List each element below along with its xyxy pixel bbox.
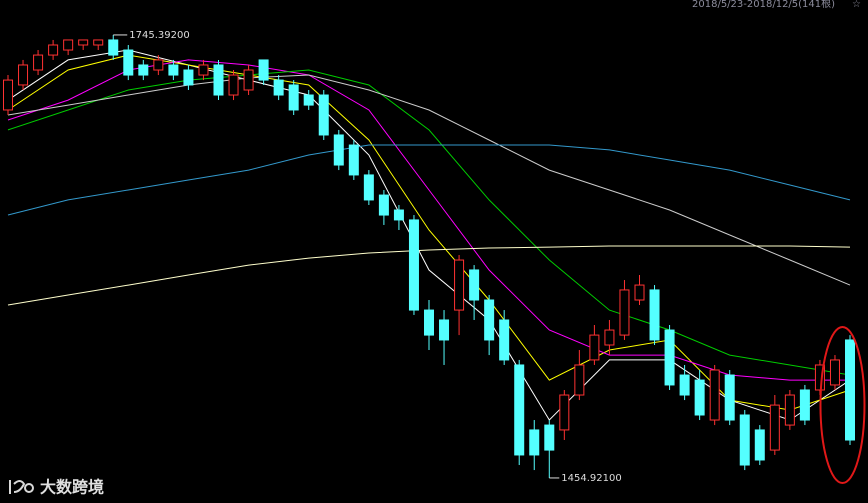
- candle-body: [454, 259, 465, 311]
- candle-body: [739, 414, 750, 466]
- candle-body: [484, 299, 495, 341]
- candle-body: [78, 39, 89, 46]
- candle-body: [93, 39, 104, 46]
- candle-body: [709, 369, 720, 421]
- candle-body: [198, 64, 209, 76]
- max-label: 1745.39200: [129, 30, 189, 41]
- candle-body: [288, 84, 299, 111]
- candle-body: [514, 364, 525, 456]
- range-label: 2018/5/23-2018/12/5(141根): [692, 0, 835, 10]
- candle-body: [183, 69, 194, 86]
- candle-body: [258, 59, 269, 81]
- candle-body: [664, 329, 675, 386]
- candle-body: [228, 74, 239, 96]
- candle-body: [3, 79, 13, 111]
- candle-body: [138, 64, 149, 76]
- candle-body: [108, 39, 119, 56]
- candle-body: [544, 424, 555, 451]
- watermark-logo: [9, 480, 34, 494]
- candle-body: [499, 319, 510, 361]
- candle-body: [769, 404, 780, 451]
- ma-line: [7, 144, 851, 216]
- candle-body: [424, 309, 434, 336]
- candle-body: [63, 39, 74, 51]
- candle-body: [213, 64, 224, 96]
- candle-body: [574, 364, 585, 396]
- candle-body: [694, 379, 705, 416]
- candle-body: [845, 339, 855, 441]
- candle-body: [829, 359, 840, 386]
- candle-body: [123, 49, 134, 76]
- candle-body: [634, 284, 645, 301]
- candle-body: [559, 394, 570, 431]
- ma-line: [7, 74, 851, 286]
- ma-line: [7, 245, 851, 306]
- candle-body: [378, 194, 389, 216]
- candle-body: [439, 319, 450, 341]
- candle-body: [649, 289, 660, 341]
- candle-body: [153, 59, 164, 71]
- ma-line: [7, 69, 851, 376]
- candle-body: [754, 429, 765, 461]
- candle-body: [393, 209, 404, 221]
- candle-body: [784, 394, 795, 426]
- ma-line: [7, 49, 851, 421]
- ma-line: [7, 54, 851, 411]
- candle-body: [273, 79, 284, 96]
- candle-body: [33, 54, 44, 71]
- candle-body: [168, 64, 179, 76]
- candle-body: [243, 69, 254, 91]
- candle-body: [619, 289, 630, 336]
- candle-body: [604, 329, 615, 346]
- candle-body: [589, 334, 600, 361]
- highlight-ellipse: [819, 326, 866, 484]
- candle-body: [348, 144, 359, 176]
- candle-body: [408, 219, 419, 311]
- ma-line: [7, 59, 850, 381]
- candle-body: [333, 134, 344, 166]
- candle-body: [529, 429, 540, 456]
- candle-body: [303, 94, 314, 106]
- candle-body: [18, 64, 29, 86]
- min-label: 1454.92100: [561, 473, 621, 484]
- candle-body: [363, 174, 374, 201]
- candle-body: [724, 374, 735, 421]
- candle-body: [318, 94, 329, 136]
- watermark: 大数跨境: [40, 478, 104, 497]
- candle-body: [469, 269, 480, 301]
- candle-body: [679, 374, 690, 396]
- candle-body: [799, 389, 810, 421]
- candle-body: [48, 44, 59, 56]
- star-icon[interactable]: ☆: [852, 0, 861, 10]
